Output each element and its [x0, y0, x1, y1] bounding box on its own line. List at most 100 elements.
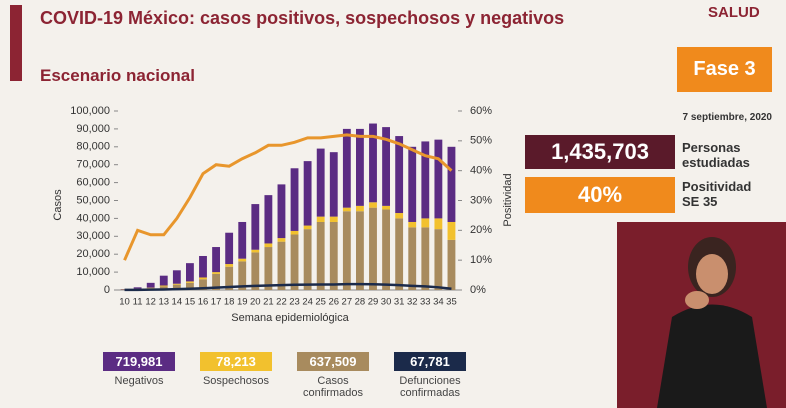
x-tick-label: 34 [433, 297, 444, 308]
bar-segment [159, 285, 168, 287]
x-tick-label: 15 [185, 297, 196, 308]
y-tick-label: 60,000 [76, 177, 110, 189]
bar-segment [225, 232, 234, 265]
bar-segment [303, 161, 312, 226]
y-axis-label: Casos [52, 189, 64, 221]
x-tick-label: 11 [133, 297, 143, 308]
x-tick-label: 18 [224, 297, 235, 308]
bar-segment [303, 229, 312, 290]
chart: Casos Positividad Semana epidemiológica … [52, 105, 514, 324]
bar-segment [408, 221, 417, 228]
bar-segment [329, 152, 338, 217]
bar-segment [421, 141, 430, 219]
y-tick-label: 50,000 [76, 194, 110, 206]
bar-segment [382, 205, 390, 210]
bar-segment [408, 227, 417, 290]
y2-tick-label: 10% [470, 254, 492, 266]
bar-segment [369, 202, 377, 208]
bar-segment [369, 123, 377, 203]
y-tick-label: 10,000 [76, 266, 110, 278]
bar-segment [316, 148, 325, 217]
bar-segment [303, 225, 312, 230]
y2-tick-label: 40% [470, 165, 492, 177]
x-tick-label: 32 [407, 297, 418, 308]
bar-segment [290, 234, 299, 290]
line [123, 133, 453, 261]
bar-segment [225, 266, 234, 290]
x-tick-label: 14 [172, 297, 183, 308]
x-tick-label: 31 [394, 297, 405, 308]
bar-segment [342, 207, 351, 212]
bar-segment [238, 261, 247, 290]
x-tick-label: 16 [198, 297, 209, 308]
y-tick-label: 90,000 [76, 123, 110, 135]
bar-segment [251, 252, 260, 290]
y-tick-label: 0 [104, 284, 110, 296]
bar-segment [382, 127, 390, 206]
bar-segment [434, 218, 443, 230]
bar-segment [316, 216, 325, 222]
bar-segment [447, 146, 456, 222]
bar-segment [316, 221, 325, 290]
bar-segment [342, 128, 351, 208]
bar-segment [199, 255, 207, 278]
bar-segment [172, 284, 181, 290]
x-tick-label: 35 [446, 297, 457, 308]
y-tick-label: 100,000 [70, 105, 110, 117]
bar-segment [212, 273, 220, 290]
legend-label: Casos confirmados [303, 375, 363, 399]
bar-segment [264, 243, 273, 248]
summary-value: 719,981 [103, 352, 175, 371]
bar-segment [186, 263, 194, 282]
y-tick-label: 70,000 [76, 159, 110, 171]
x-tick-label: 19 [237, 297, 248, 308]
x-tick-label: 23 [289, 297, 300, 308]
bar-segment [146, 282, 155, 288]
legend-label: Negativos [114, 375, 164, 387]
bar-segment [421, 218, 430, 228]
x-tick-label: 12 [145, 297, 156, 308]
line [124, 282, 452, 292]
summary-value: 637,509 [297, 352, 369, 371]
positivity-value: 40% [525, 177, 675, 213]
x-tick-label: 25 [315, 297, 326, 308]
x-axis-label: Semana epidemiológica [231, 312, 349, 324]
y2-tick-label: 20% [470, 224, 492, 236]
bar-segment [264, 195, 273, 244]
x-tick-label: 28 [355, 297, 366, 308]
bar-segment [238, 258, 247, 262]
y-tick-label: 20,000 [76, 248, 110, 260]
bar-segment [447, 239, 456, 290]
bar-segment [212, 272, 220, 274]
bar-segment [421, 227, 430, 290]
bar-segment [329, 216, 338, 222]
legend-label: Defunciones confirmadas [399, 375, 461, 399]
legend-label: Sospechosos [202, 375, 270, 387]
bar-segment [172, 283, 181, 285]
bar-segment [342, 211, 351, 290]
summary-value: 78,213 [200, 352, 272, 371]
bar-segment [356, 211, 364, 290]
title: COVID-19 México: casos positivos, sospec… [40, 8, 565, 28]
summary-value: 67,781 [394, 352, 466, 371]
bar-segment [159, 275, 168, 286]
logo: SALUD [708, 4, 760, 21]
studied-label: Personas estudiadas [682, 140, 750, 170]
bar-segment [264, 247, 273, 290]
y-tick-label: 80,000 [76, 141, 110, 153]
bar-segment [395, 218, 404, 290]
x-tick-label: 29 [368, 297, 379, 308]
bar-segment [277, 241, 286, 290]
summary-item: 719,981 Negativos [103, 352, 175, 387]
x-tick-label: 30 [381, 297, 392, 308]
bar-segment [356, 205, 364, 212]
bar-segment [277, 184, 286, 239]
x-tick-label: 26 [328, 297, 339, 308]
summary-item: 78,213 Sospechosos [200, 352, 272, 387]
y-tick-label: 30,000 [76, 230, 110, 242]
bar-segment [186, 281, 194, 283]
bar-segment [172, 270, 181, 284]
bar-segment [159, 286, 168, 290]
bar-segment [225, 264, 234, 267]
